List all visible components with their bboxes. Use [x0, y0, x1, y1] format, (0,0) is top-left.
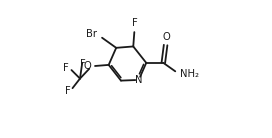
Text: N: N [135, 75, 143, 85]
Text: F: F [80, 59, 86, 69]
Text: Br: Br [86, 29, 97, 39]
Text: O: O [84, 61, 92, 71]
Text: F: F [132, 18, 138, 28]
Text: F: F [63, 63, 69, 73]
Text: NH₂: NH₂ [180, 69, 199, 79]
Text: F: F [65, 86, 70, 96]
Text: O: O [162, 32, 170, 42]
